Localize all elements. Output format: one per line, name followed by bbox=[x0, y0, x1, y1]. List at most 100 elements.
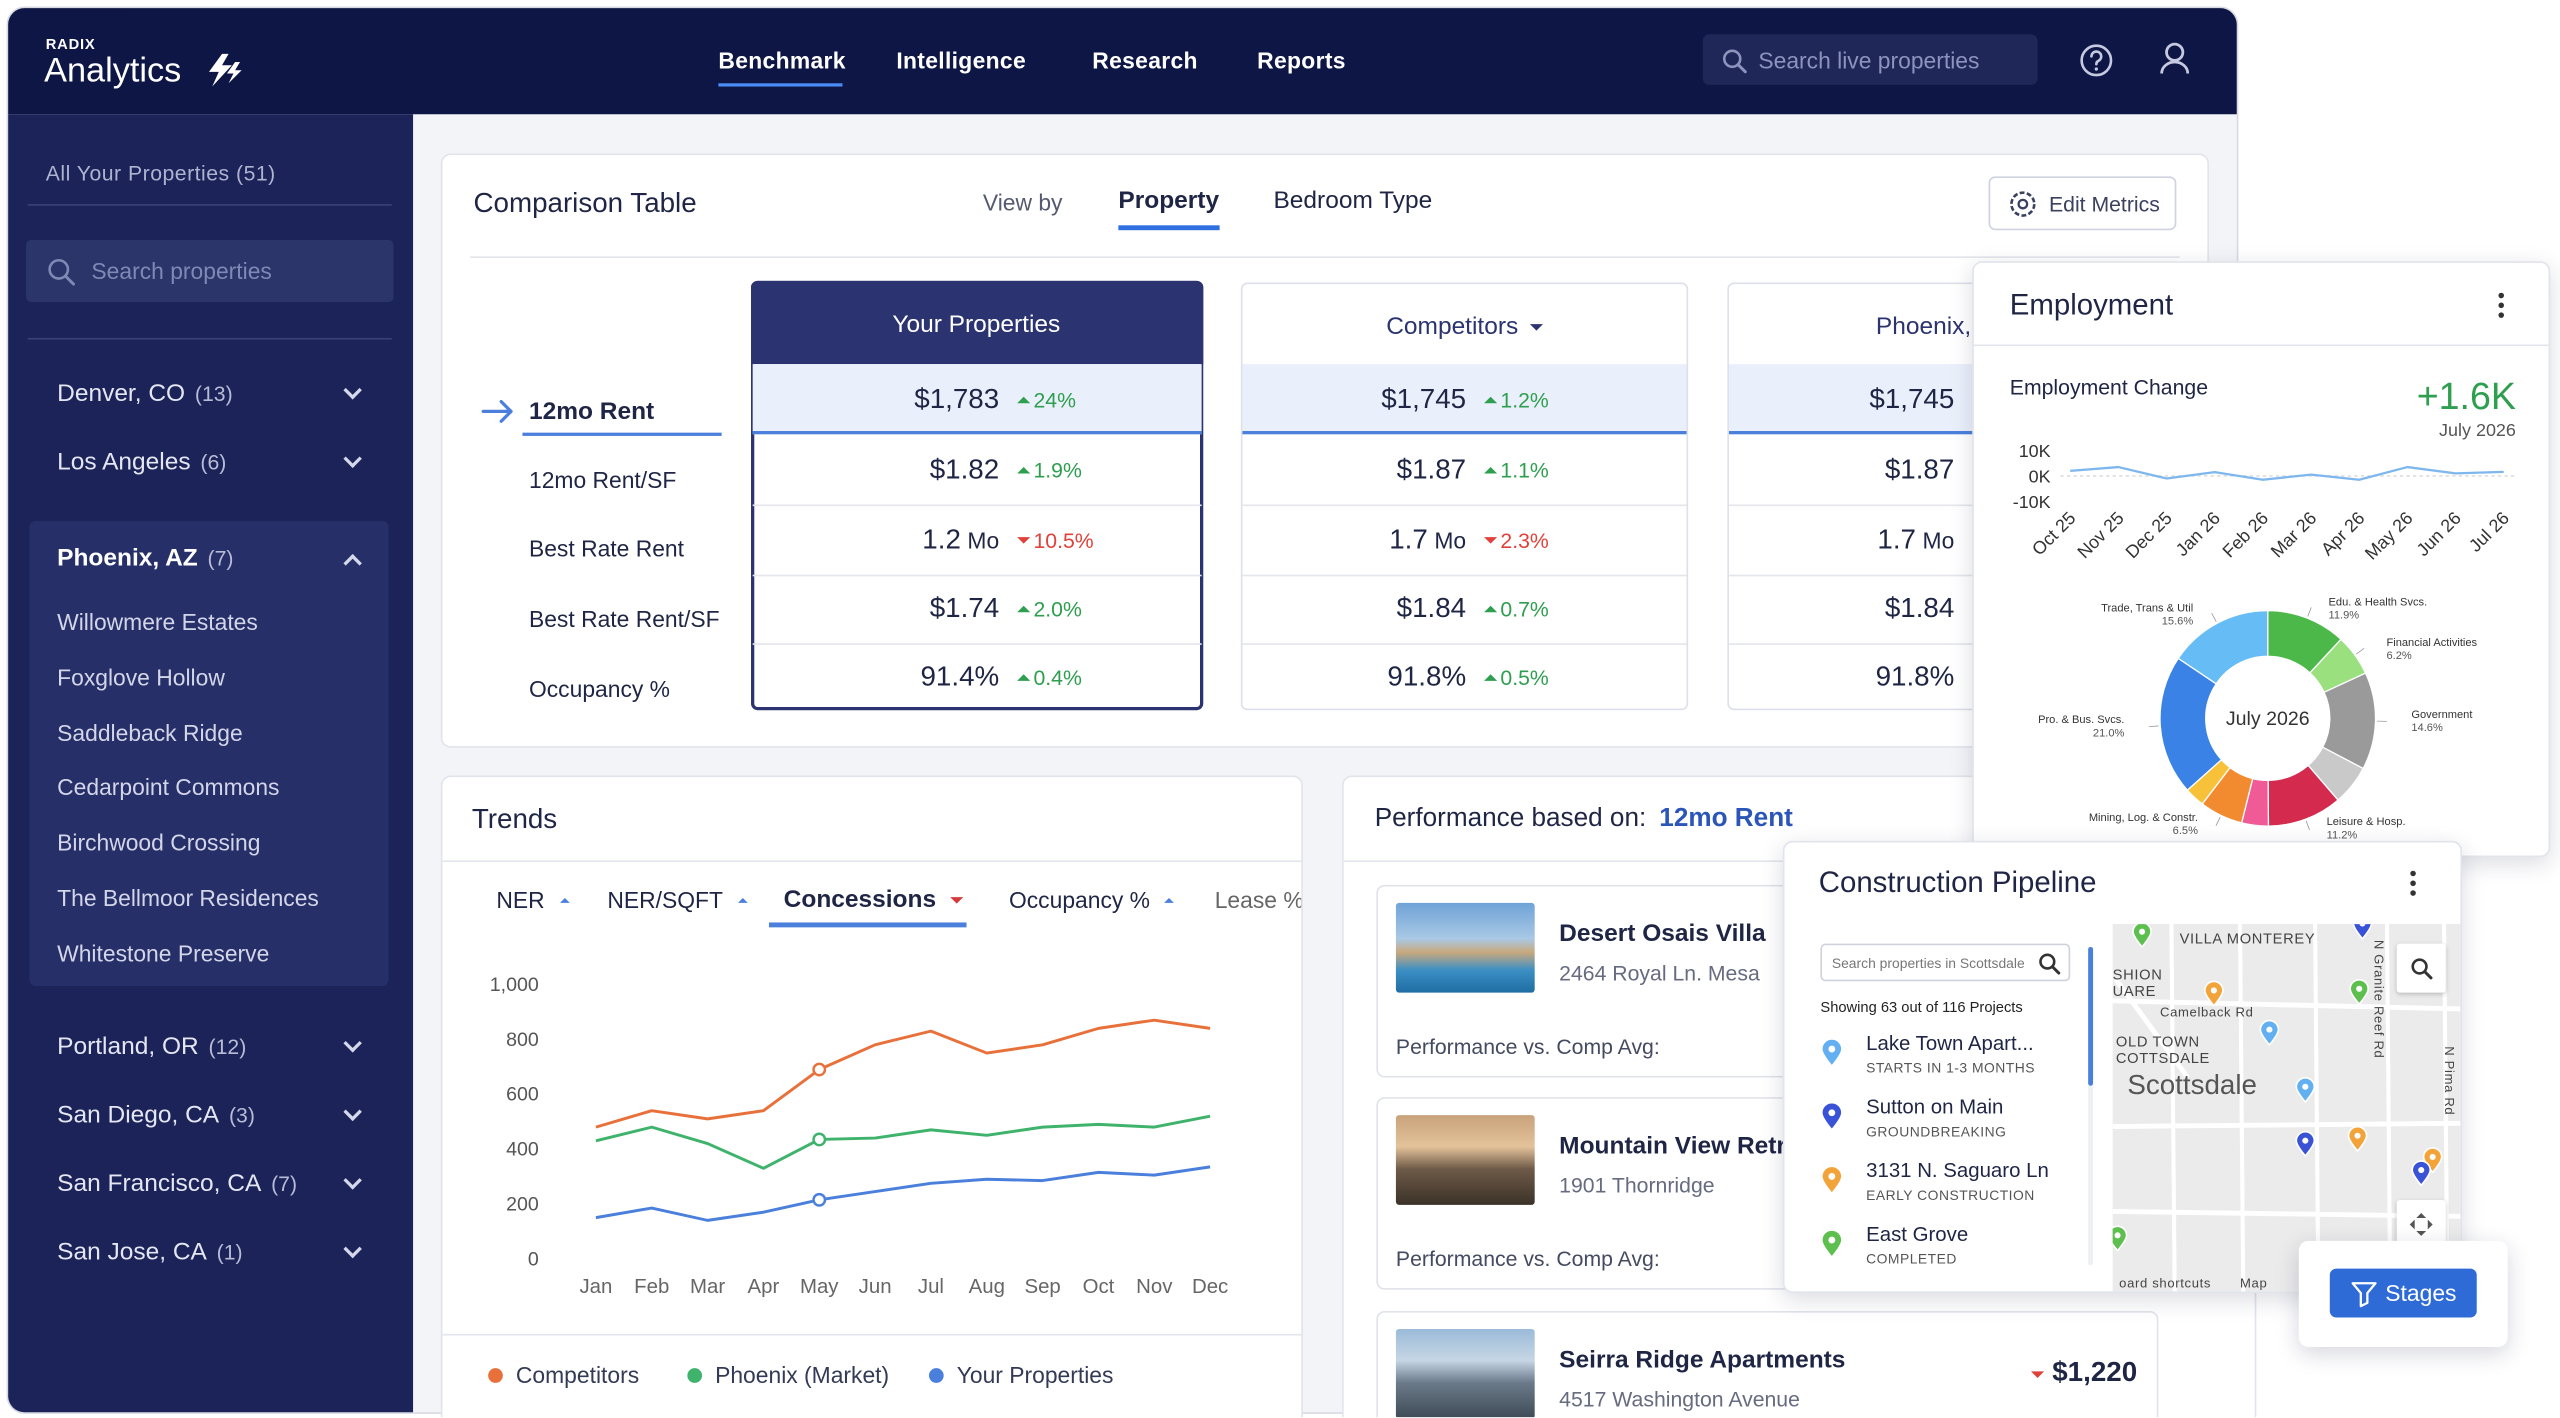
trend-tab-name: NER/SQFT bbox=[607, 886, 723, 913]
brand-bolt bbox=[226, 62, 242, 84]
legend-swatch bbox=[488, 1367, 503, 1383]
trend-tab[interactable]: NER bbox=[496, 887, 570, 913]
price-arrow bbox=[2030, 1371, 2044, 1378]
y-tick-label: 10K bbox=[2019, 441, 2051, 461]
market-item[interactable]: Los Angeles (6) bbox=[57, 448, 226, 476]
donut-leader bbox=[2356, 647, 2365, 655]
nav-search[interactable] bbox=[1702, 34, 2038, 85]
trend-tab[interactable]: Lease % bbox=[1215, 887, 1302, 913]
property-name: Desert Osais Villa bbox=[1559, 919, 1766, 948]
market-group bbox=[29, 520, 389, 987]
x-tick-label: Dec bbox=[1192, 1276, 1228, 1298]
map-street bbox=[2237, 924, 2246, 1292]
map-pin-dot bbox=[1828, 1045, 1836, 1053]
map-expand-button[interactable] bbox=[2396, 1200, 2446, 1249]
sidebar-divider bbox=[27, 337, 392, 340]
project-name[interactable]: East Grove bbox=[1866, 1222, 1969, 1246]
cell-number: $1.87 bbox=[1884, 453, 1955, 485]
view-tab[interactable]: Property bbox=[1118, 186, 1220, 215]
x-tick-label: Sep bbox=[1024, 1276, 1060, 1298]
nav-active-underline bbox=[718, 83, 843, 87]
x-tick-label: Apr 26 bbox=[2317, 508, 2369, 560]
row-divider bbox=[1728, 574, 2208, 577]
market-item[interactable]: San Diego, CA (3) bbox=[57, 1101, 255, 1129]
project-name[interactable]: Sutton on Main bbox=[1866, 1095, 2004, 1119]
search-icon bbox=[48, 258, 75, 286]
trend-tab[interactable]: NER/SQFT bbox=[607, 886, 748, 913]
gear-icon bbox=[2010, 191, 2036, 217]
search-icon-handle bbox=[2051, 966, 2061, 975]
metric-arrow-shape bbox=[481, 399, 513, 423]
property-item[interactable]: The Bellmoor Residences bbox=[57, 884, 319, 912]
card-title: Construction Pipeline bbox=[1818, 866, 2097, 899]
y-tick-label: 200 bbox=[506, 1193, 539, 1215]
market-item[interactable]: San Francisco, CA (7) bbox=[57, 1170, 297, 1198]
kebab-menu bbox=[2410, 870, 2416, 896]
legend-swatch bbox=[928, 1367, 944, 1383]
filter-shape bbox=[2351, 1282, 2377, 1308]
project-status: COMPLETED bbox=[1866, 1250, 1957, 1267]
x-tick-label: Dec 25 bbox=[2122, 508, 2176, 562]
trend-tab[interactable]: Occupancy % bbox=[1009, 887, 1175, 913]
trend-tab[interactable]: Concessions bbox=[784, 886, 964, 913]
view-tab[interactable]: Bedroom Type bbox=[1273, 186, 1433, 215]
map-pin-dot bbox=[1828, 1172, 1836, 1180]
market-count: (13) bbox=[194, 381, 233, 406]
x-tick-label: Jun 26 bbox=[2413, 508, 2465, 560]
map-pin-dot bbox=[2429, 1153, 2436, 1161]
donut-label: Trade, Trans & Util bbox=[2101, 602, 2193, 614]
nav-link[interactable]: Reports bbox=[1257, 47, 1346, 74]
property-item[interactable]: Whitestone Preserve bbox=[57, 940, 270, 967]
nav-link[interactable]: Benchmark bbox=[718, 47, 846, 74]
map-pin-dot bbox=[1828, 1236, 1836, 1244]
project-name[interactable]: Lake Town Apart... bbox=[1866, 1031, 2034, 1055]
pipeline-search[interactable] bbox=[1820, 943, 2071, 982]
project-pins bbox=[1820, 1038, 1843, 1259]
search-icon-handle bbox=[64, 275, 75, 286]
donut-leader bbox=[2211, 613, 2217, 623]
pipeline-card: Construction Pipeline Search properties i… bbox=[1782, 840, 2463, 1294]
donut-value: 15.6% bbox=[2162, 615, 2194, 627]
y-tick-label: 600 bbox=[506, 1084, 539, 1106]
market-item[interactable]: Phoenix, AZ (7) bbox=[57, 544, 233, 572]
column-frame bbox=[1240, 282, 1689, 711]
market-item[interactable]: Denver, CO (13) bbox=[57, 380, 233, 408]
stages-label[interactable]: Stages bbox=[2385, 1280, 2457, 1307]
cell-number: $1,783 bbox=[914, 383, 1000, 415]
map-search-button[interactable] bbox=[2396, 943, 2446, 993]
change-arrow bbox=[1017, 605, 1031, 613]
map-label: COTTSDALE bbox=[2115, 1049, 2210, 1067]
trend-tab-name: Occupancy % bbox=[1008, 886, 1150, 913]
nav-link[interactable]: Research bbox=[1092, 47, 1198, 74]
edit-metrics-button[interactable] bbox=[1988, 176, 2177, 231]
property-item[interactable]: Willowmere Estates bbox=[57, 608, 258, 636]
property-item[interactable]: Birchwood Crossing bbox=[57, 829, 261, 856]
map-street bbox=[2112, 1120, 2461, 1129]
map-street bbox=[2313, 924, 2321, 1292]
property-item[interactable]: Foxglove Hollow bbox=[57, 664, 225, 691]
search-icon-handle bbox=[1737, 64, 1747, 74]
map-label: N Pima Rd bbox=[2441, 1046, 2457, 1116]
series-line bbox=[595, 1165, 1211, 1222]
property-item[interactable]: Saddleback Ridge bbox=[57, 719, 243, 746]
market-item[interactable]: San Jose, CA (1) bbox=[57, 1238, 242, 1266]
property-name: Seirra Ridge Apartments bbox=[1559, 1346, 1846, 1374]
market-item[interactable]: Portland, OR (12) bbox=[57, 1033, 246, 1061]
column-header[interactable]: Competitors bbox=[1386, 313, 1543, 340]
donut-leader bbox=[2148, 725, 2159, 728]
map-pin-dot bbox=[2418, 1166, 2425, 1174]
nav-link[interactable]: Intelligence bbox=[896, 47, 1026, 74]
market-count: (12) bbox=[208, 1034, 247, 1059]
y-tick-label: -10K bbox=[2013, 492, 2051, 512]
legend-item: Your Properties bbox=[928, 1362, 1113, 1388]
row-divider bbox=[1728, 504, 2208, 507]
project-name[interactable]: 3131 N. Saguaro Ln bbox=[1866, 1159, 2049, 1183]
cell-value: $1,745 bbox=[1381, 384, 1466, 417]
sidebar-search[interactable] bbox=[26, 239, 394, 303]
stages-button[interactable] bbox=[2329, 1268, 2477, 1318]
property-item[interactable]: Cedarpoint Commons bbox=[57, 774, 280, 801]
search-icon-ring bbox=[1722, 49, 1742, 69]
search-icon bbox=[2411, 958, 2433, 980]
map-pin bbox=[2204, 980, 2224, 1007]
